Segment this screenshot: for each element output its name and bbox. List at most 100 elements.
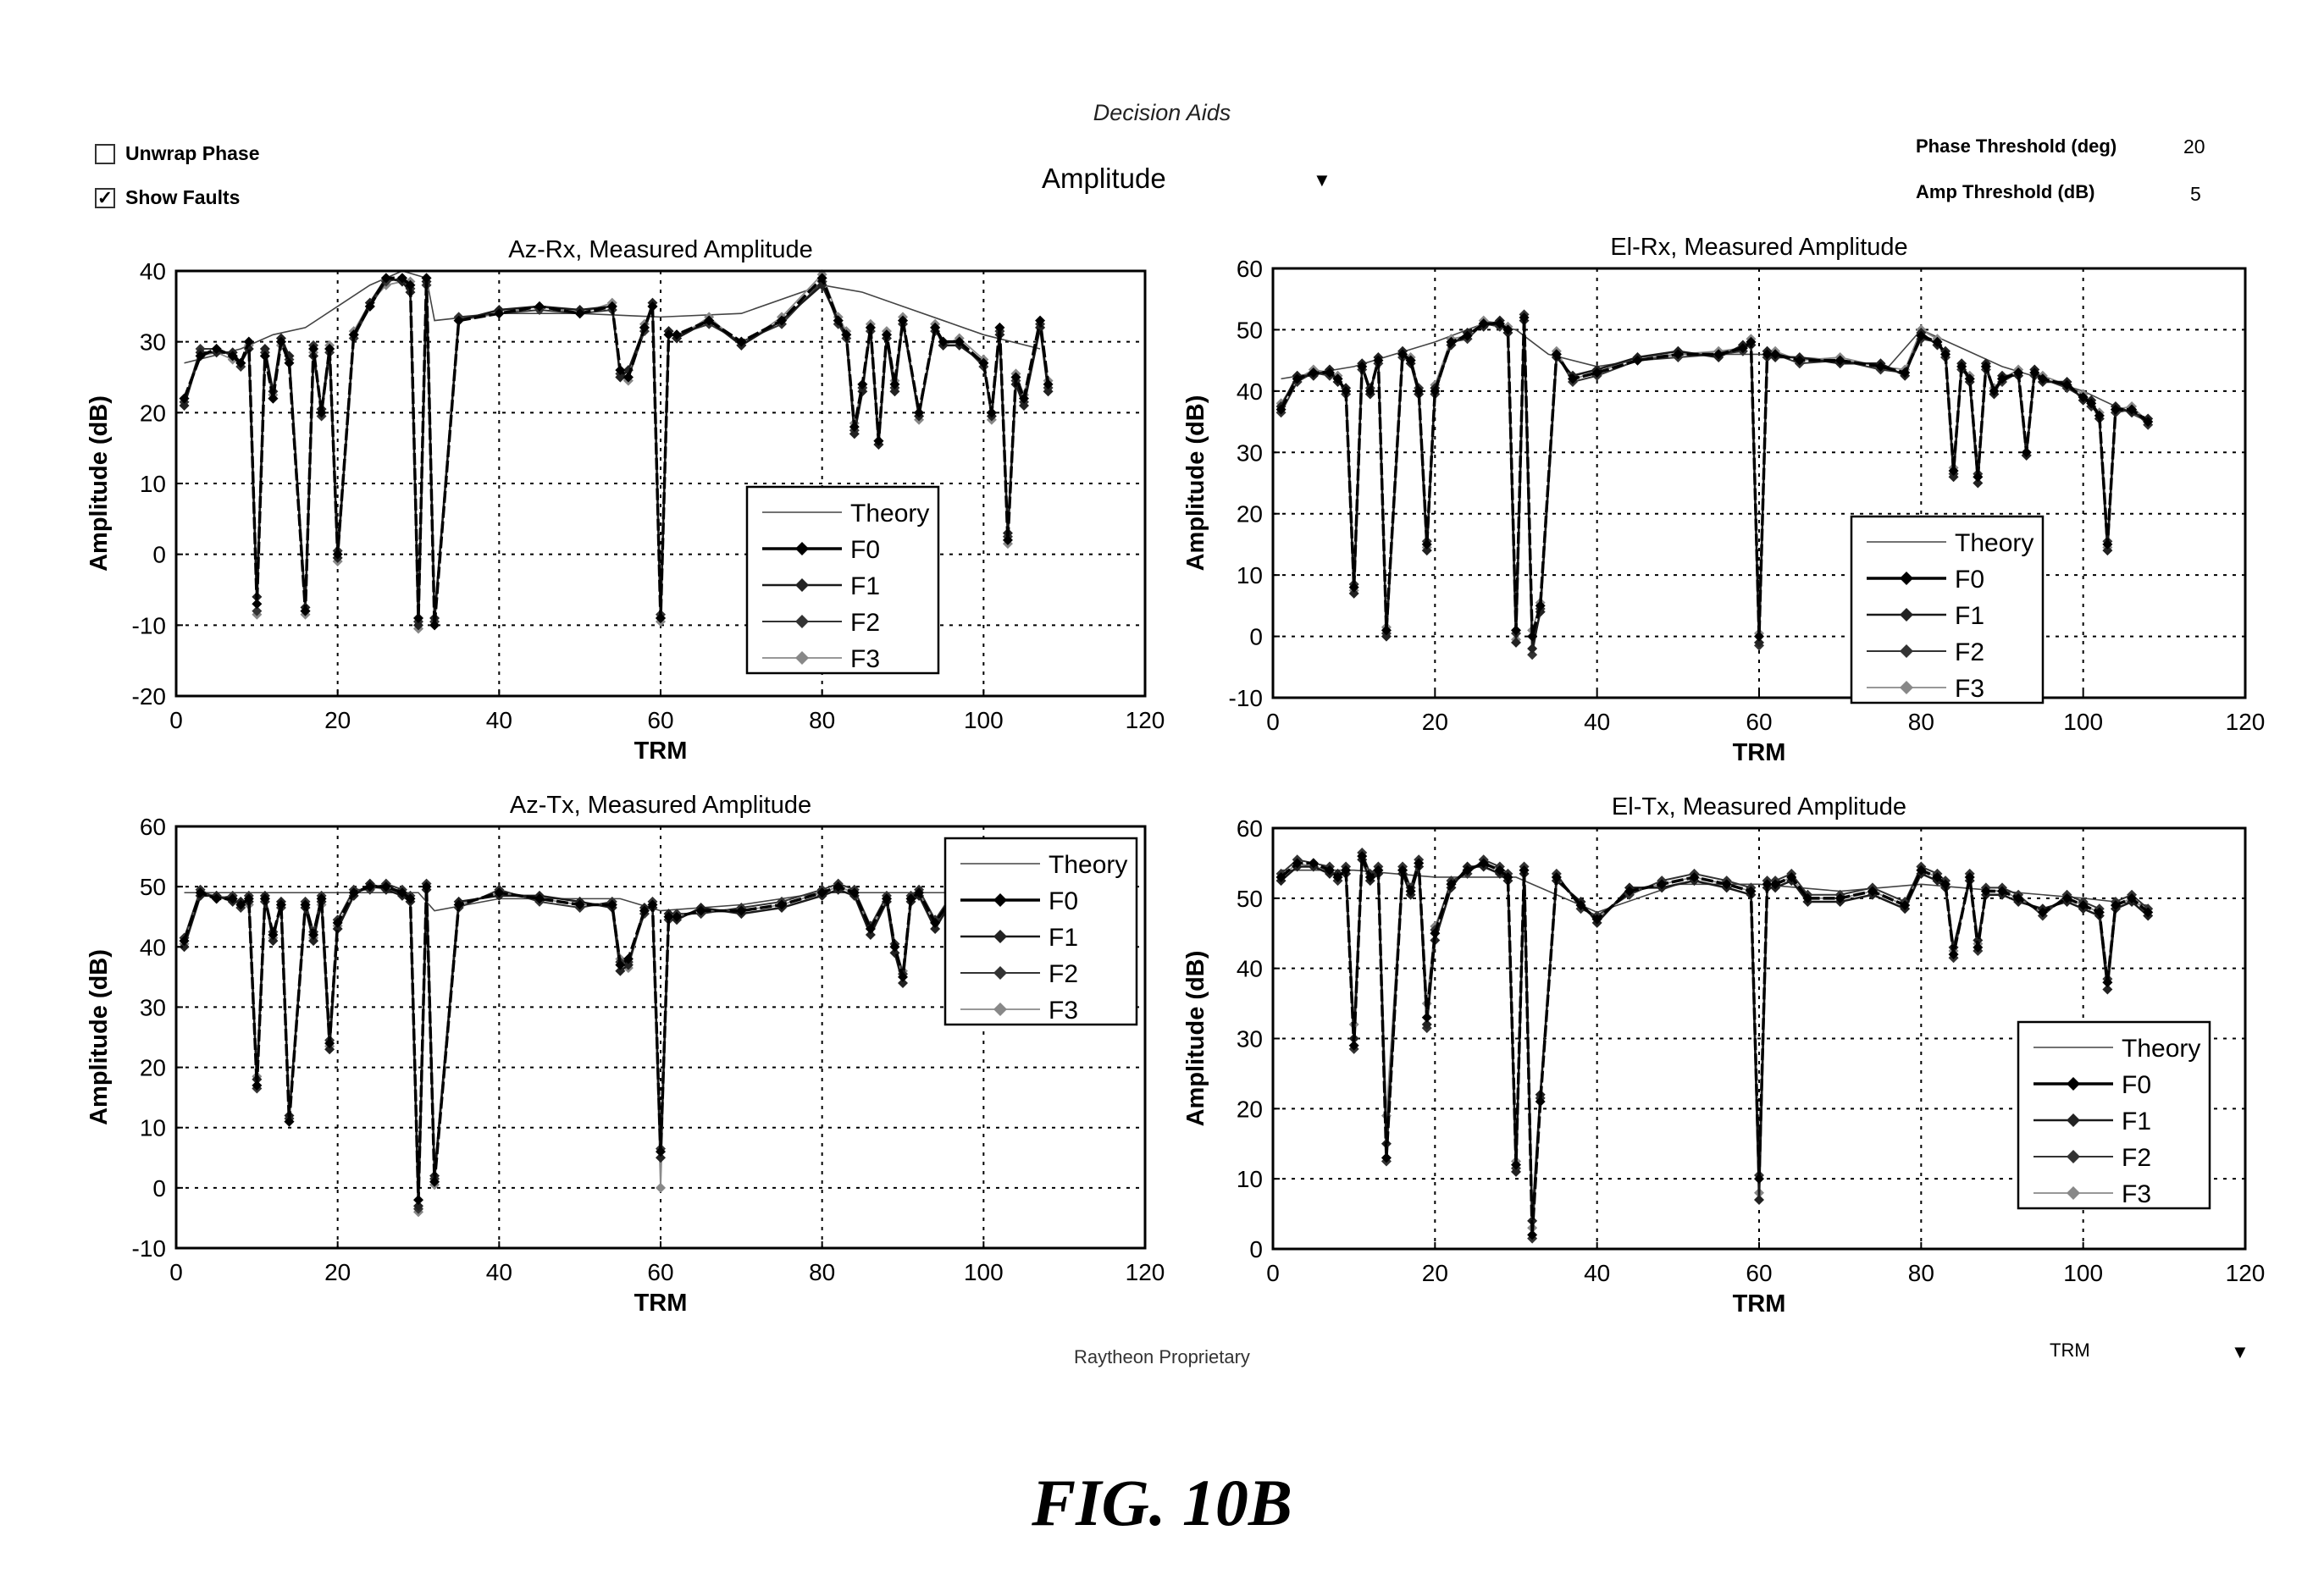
- y-tick-label: 10: [1237, 1166, 1263, 1192]
- x-tick-label: 100: [964, 1259, 1004, 1285]
- legend-label-f3: F3: [1049, 997, 1078, 1025]
- y-tick-label: 20: [1237, 1096, 1263, 1122]
- x-tick-label: 20: [1422, 1260, 1448, 1286]
- x-axis-label: TRM: [634, 1290, 688, 1317]
- xaxis-dropdown[interactable]: TRM ▼: [2050, 1340, 2253, 1362]
- y-tick-label: 0: [1249, 624, 1263, 650]
- legend-label-f3: F3: [850, 645, 880, 673]
- x-tick-label: 20: [324, 1259, 351, 1285]
- legend-label-f1: F1: [850, 572, 880, 600]
- legend-label-f0: F0: [850, 536, 880, 564]
- figure-label: FIG. 10B: [0, 1465, 2324, 1541]
- legend: TheoryF0F1F2F3: [747, 487, 938, 673]
- y-tick-label: 10: [140, 1115, 166, 1141]
- x-axis-label: TRM: [1733, 1290, 1786, 1318]
- y-tick-label: 30: [140, 329, 166, 356]
- legend-label-f1: F1: [1955, 602, 1984, 630]
- y-tick-label: -10: [1229, 685, 1263, 711]
- y-tick-label: 20: [140, 1055, 166, 1081]
- y-tick-label: 10: [140, 471, 166, 497]
- chart-title: Az-Tx, Measured Amplitude: [510, 792, 811, 819]
- x-tick-label: 20: [324, 707, 351, 733]
- footer-text: Raytheon Proprietary: [0, 1346, 2324, 1368]
- y-tick-label: 0: [1249, 1236, 1263, 1262]
- y-tick-label: 40: [1237, 956, 1263, 982]
- y-tick-label: 0: [152, 1175, 166, 1202]
- x-tick-label: 80: [1908, 1260, 1934, 1286]
- y-tick-label: 30: [140, 994, 166, 1020]
- legend-label-f1: F1: [2122, 1108, 2151, 1135]
- x-tick-label: 60: [647, 1259, 673, 1285]
- x-axis-label: TRM: [634, 738, 688, 765]
- y-tick-label: 40: [140, 258, 166, 285]
- chart-az-rx: 020406080100120-20-10010203040Az-Rx, Mea…: [86, 236, 1165, 765]
- y-axis-label: Amplitude (dB): [86, 395, 113, 572]
- point-f1: [1754, 1195, 1764, 1205]
- y-axis-label: Amplitude (dB): [1182, 951, 1209, 1127]
- x-tick-label: 60: [1746, 709, 1772, 735]
- legend-label-f0: F0: [2122, 1071, 2151, 1099]
- y-tick-label: -10: [132, 612, 166, 638]
- x-tick-label: 120: [1126, 1259, 1165, 1285]
- legend-label-f2: F2: [850, 609, 880, 637]
- y-axis-label: Amplitude (dB): [1182, 395, 1209, 572]
- chart-title: Az-Rx, Measured Amplitude: [508, 236, 812, 263]
- x-tick-label: 80: [809, 707, 835, 733]
- x-tick-label: 20: [1422, 709, 1448, 735]
- y-tick-label: 40: [1237, 378, 1263, 405]
- legend-label-f3: F3: [2122, 1180, 2151, 1208]
- y-tick-label: 10: [1237, 562, 1263, 588]
- y-tick-label: 60: [1237, 256, 1263, 282]
- y-tick-label: 50: [1237, 317, 1263, 343]
- y-tick-label: 30: [1237, 439, 1263, 466]
- legend-label-f2: F2: [1955, 638, 1984, 666]
- y-tick-label: 20: [140, 400, 166, 426]
- legend-label-theory: Theory: [2122, 1035, 2200, 1063]
- legend: Theory F0 F1 F2 F3: [2018, 1022, 2210, 1208]
- point-f1: [1527, 644, 1537, 654]
- x-axis-label: TRM: [1733, 739, 1786, 766]
- legend-label-f0: F0: [1955, 566, 1984, 594]
- point-f0: [413, 1195, 423, 1205]
- legend: Theory F0 F1 F2 F3: [945, 838, 1137, 1025]
- xaxis-value: TRM: [2050, 1340, 2090, 1362]
- x-tick-label: 0: [1266, 1260, 1280, 1286]
- x-tick-label: 0: [169, 707, 183, 733]
- legend-label-theory: Theory: [1049, 851, 1127, 879]
- y-tick-label: 60: [1237, 815, 1263, 842]
- y-tick-label: -20: [132, 683, 166, 710]
- legend-label-f2: F2: [1049, 960, 1078, 988]
- legend-label-f0: F0: [1049, 887, 1078, 915]
- dropdown-arrow-icon[interactable]: ▼: [2231, 1341, 2249, 1363]
- chart-title: El-Rx, Measured Amplitude: [1610, 234, 1907, 261]
- series-line-f0: [185, 887, 984, 1200]
- x-tick-label: 120: [1126, 707, 1165, 733]
- x-tick-label: 60: [647, 707, 673, 733]
- x-tick-label: 80: [809, 1259, 835, 1285]
- x-tick-label: 0: [1266, 709, 1280, 735]
- legend-label-f1: F1: [1049, 924, 1078, 952]
- y-tick-label: 0: [152, 542, 166, 568]
- y-tick-label: 20: [1237, 501, 1263, 528]
- point-f3: [656, 1183, 666, 1193]
- x-tick-label: 40: [486, 707, 512, 733]
- x-tick-label: 60: [1746, 1260, 1772, 1286]
- x-tick-label: 40: [486, 1259, 512, 1285]
- legend-label-f2: F2: [2122, 1144, 2151, 1172]
- x-tick-label: 40: [1584, 709, 1610, 735]
- point-f0: [252, 599, 262, 609]
- x-tick-label: 40: [1584, 1260, 1610, 1286]
- y-tick-label: 50: [1237, 886, 1263, 912]
- y-axis-label: Amplitude (dB): [86, 949, 113, 1125]
- point-f0: [1422, 1013, 1432, 1023]
- y-tick-label: -10: [132, 1235, 166, 1262]
- legend-label-f3: F3: [1955, 675, 1984, 703]
- x-tick-label: 100: [2063, 709, 2103, 735]
- x-tick-label: 80: [1908, 709, 1934, 735]
- x-tick-label: 0: [169, 1259, 183, 1285]
- y-tick-label: 50: [140, 874, 166, 900]
- x-tick-label: 100: [2063, 1260, 2103, 1286]
- legend-label-theory: Theory: [1955, 529, 2034, 557]
